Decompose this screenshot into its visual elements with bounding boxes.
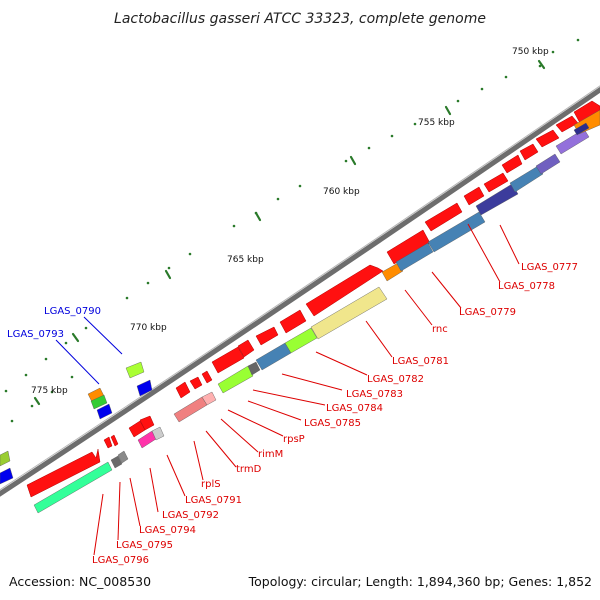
accession-text: Accession: NC_008530 [9, 574, 151, 589]
reverse-strand-genes [33, 109, 600, 514]
gene-label-rpsp: rpsP [283, 434, 305, 445]
gene-label-lgas-0794: LGAS_0794 [139, 525, 196, 536]
tick-label-775: 775 kbp [31, 386, 68, 396]
gene-label-lgas-0781: LGAS_0781 [392, 356, 449, 367]
gene-label-trmd: trmD [236, 464, 262, 475]
gene-label-lgas-0777: LGAS_0777 [521, 262, 578, 273]
gene-label-rpls: rplS [201, 479, 221, 490]
gene-label-lgas-0796: LGAS_0796 [92, 555, 149, 566]
gene-label-lgas-0782: LGAS_0782 [367, 374, 424, 385]
major-ticks [33, 59, 546, 406]
gene-label-rimm: rimM [258, 449, 283, 460]
gene-label-lgas-0778: LGAS_0778 [498, 281, 555, 292]
gene-label-lgas-0783: LGAS_0783 [346, 389, 403, 400]
gene-label-lgas-0793: LGAS_0793 [7, 329, 64, 340]
isolated-genes [0, 361, 153, 485]
map-title: Lactobacillus gasseri ATCC 33323, comple… [114, 11, 486, 27]
forward-strand-genes [26, 100, 600, 498]
gene-label-lgas-0792: LGAS_0792 [162, 510, 219, 521]
tick-label-760: 760 kbp [323, 187, 360, 197]
genome-backbone [0, 86, 600, 497]
tick-label-750: 750 kbp [512, 47, 549, 57]
gene-label-lgas-0784: LGAS_0784 [326, 403, 383, 414]
gene-label-lgas-0790: LGAS_0790 [44, 306, 101, 317]
topology-text: Topology: circular; Length: 1,894,360 bp… [248, 574, 592, 589]
red-leader-lines [93, 223, 520, 556]
tick-label-755: 755 kbp [418, 118, 455, 128]
gene-label-rnc: rnc [432, 324, 448, 335]
gene-label-lgas-0785: LGAS_0785 [304, 418, 361, 429]
outer-dot-ring [4, 38, 580, 423]
tick-label-770: 770 kbp [130, 323, 167, 333]
gene-label-lgas-0791: LGAS_0791 [185, 495, 242, 506]
blue-leader-lines [55, 316, 123, 385]
gene-label-lgas-0779: LGAS_0779 [459, 307, 516, 318]
tick-label-765: 765 kbp [227, 255, 264, 265]
gene-label-lgas-0795: LGAS_0795 [116, 540, 173, 551]
